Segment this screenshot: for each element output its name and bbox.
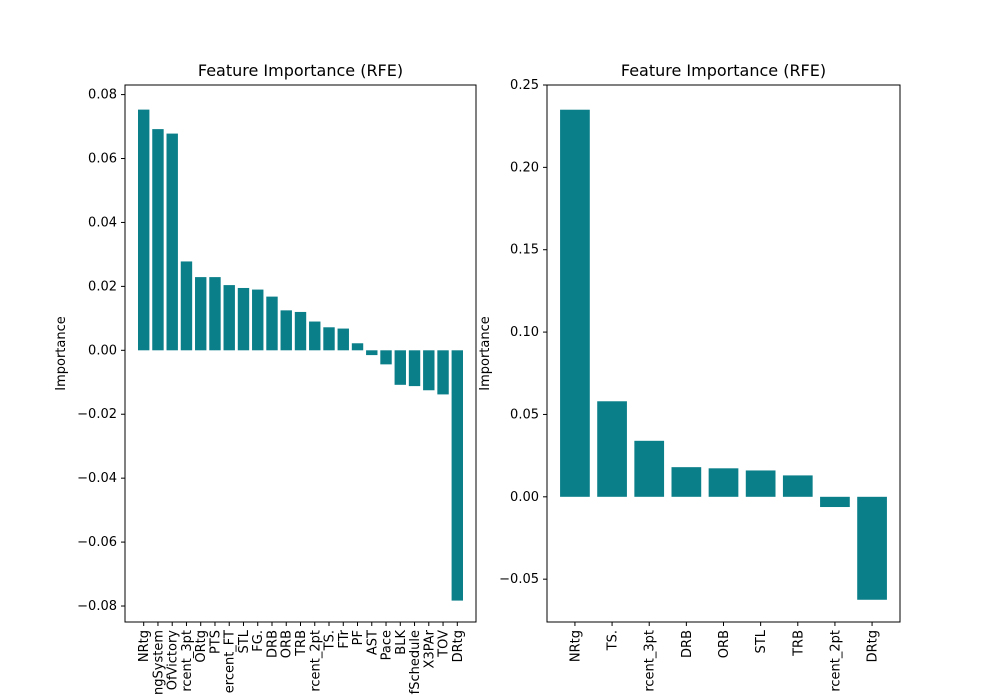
bar-12 [309,321,321,351]
x-tick-label: TRB [294,630,309,657]
bar-0 [560,109,590,497]
x-tick-label: rcent_2pt [828,630,843,692]
x-tick-label: STL [754,629,769,653]
y-tick-label: 0.15 [510,243,539,258]
y-tick-label: −0.06 [77,535,117,550]
bar-8 [252,289,264,351]
bar-18 [394,350,406,385]
x-tick-label: PTS [208,630,223,654]
bar-11 [294,311,307,351]
bar-1 [152,129,164,351]
x-tick-label: rcent_2pt [308,630,323,692]
x-tick-label: NRtg [568,630,583,662]
x-tick-label: ercent_FT [223,630,238,693]
bar-4 [195,277,207,351]
y-tick-label: 0.00 [510,490,539,505]
y-tick-label: 0.00 [88,343,117,358]
bar-14 [337,328,349,351]
y-tick-label: 0.06 [88,152,117,167]
x-tick-label: NRtg [137,630,152,662]
x-tick-label: rcent_3pt [180,630,195,692]
y-axis-label: Importance [54,316,69,391]
chart-title: Feature Importance (RFE) [198,61,403,80]
bar-7 [820,496,850,508]
bar-13 [323,327,335,351]
bar-20 [423,350,435,391]
x-tick-label: ORB [280,630,295,658]
y-tick-label: 0.04 [88,215,117,230]
y-tick-label: −0.08 [77,599,117,614]
y-tick-label: 0.08 [88,88,117,103]
x-tick-label: Pace [380,630,395,660]
x-tick-label: FG. [251,630,266,652]
x-tick-label: TS. [323,630,338,651]
y-tick-label: −0.02 [77,407,117,422]
bar-6 [223,285,235,351]
bar-2 [166,133,178,351]
y-tick-label: 0.02 [88,279,117,294]
x-tick-label: TS. [606,630,621,651]
bar-0 [138,109,150,351]
bar-2 [634,440,665,497]
bar-16 [366,350,378,356]
bar-17 [380,350,392,365]
x-tick-label: DRB [265,630,280,658]
x-tick-label: TRB [791,630,806,657]
bar-9 [266,296,278,351]
bar-21 [437,350,449,395]
bar-15 [351,343,364,351]
y-tick-label: −0.04 [77,471,117,486]
chart-left: −0.08 −0.06 −0.04 −0.02 0.00 0.02 0.04 0.06 0.08… [54,61,477,695]
bar-10 [280,310,292,351]
bar-3 [180,261,193,351]
y-tick-label: 0.10 [510,325,539,340]
bar-8 [857,496,887,600]
x-tick-label: DRtg [866,630,881,662]
bar-7 [237,287,250,351]
x-tick-label: fSchedule [408,630,423,694]
chart-title: Feature Importance (RFE) [621,61,826,80]
x-tick-label: DRB [680,630,695,658]
bar-4 [708,468,739,497]
bar-22 [451,350,463,601]
x-tick-label: BLK [394,630,409,655]
bar-5 [745,470,776,497]
bar-6 [782,475,813,497]
x-tick-label: rcent_3pt [643,630,658,692]
x-tick-label: ngSystem [151,630,166,695]
y-axis-label: Importance [478,316,493,391]
bar-19 [408,350,421,387]
y-tick-label: 0.05 [510,407,539,422]
y-tick-label: 0.20 [510,160,539,175]
bar-3 [671,467,702,497]
x-tick-label: STL [237,629,252,653]
x-tick-label: AST [365,630,380,655]
x-tick-label: ORtg [194,630,209,663]
axes-frame [546,84,901,623]
y-tick-label: 0.25 [510,78,539,93]
x-tick-label: DRtg [451,630,466,662]
y-tick-label: −0.05 [499,572,539,587]
x-tick-label: OfVictory [166,630,181,691]
chart-right: −0.05 0.00 0.05 0.10 0.15 0.20 0.25 NRtg TS. rcen… [478,61,901,692]
bar-1 [597,401,627,497]
x-tick-label: ORB [717,630,732,658]
x-tick-label: X3PAr [422,629,437,668]
x-tick-label: FTr [337,629,352,648]
bar-5 [209,277,221,351]
x-tick-label: PF [351,630,366,645]
x-tick-label: TOV [437,630,452,658]
